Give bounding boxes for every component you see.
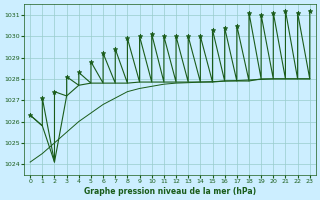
X-axis label: Graphe pression niveau de la mer (hPa): Graphe pression niveau de la mer (hPa) bbox=[84, 187, 256, 196]
